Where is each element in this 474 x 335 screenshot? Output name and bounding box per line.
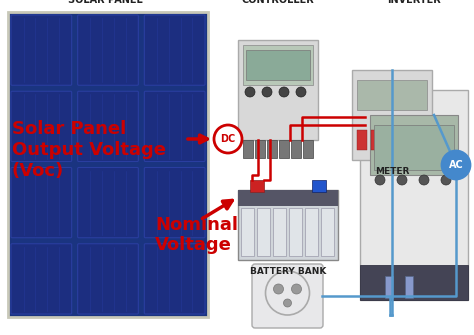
- FancyBboxPatch shape: [267, 140, 277, 158]
- FancyBboxPatch shape: [145, 91, 205, 161]
- FancyBboxPatch shape: [246, 50, 310, 80]
- FancyBboxPatch shape: [238, 190, 338, 206]
- FancyBboxPatch shape: [8, 12, 208, 317]
- Circle shape: [279, 87, 289, 97]
- Circle shape: [441, 175, 451, 185]
- FancyBboxPatch shape: [243, 140, 253, 158]
- FancyBboxPatch shape: [238, 40, 318, 140]
- FancyBboxPatch shape: [145, 168, 205, 238]
- Circle shape: [442, 151, 470, 179]
- FancyBboxPatch shape: [305, 208, 318, 256]
- Text: AC: AC: [448, 160, 464, 170]
- Circle shape: [214, 125, 242, 153]
- FancyBboxPatch shape: [252, 264, 323, 328]
- Text: Nominal
Voltage: Nominal Voltage: [155, 216, 238, 254]
- FancyBboxPatch shape: [312, 180, 326, 192]
- Text: Solar Panel
Output Voltage
(Voc): Solar Panel Output Voltage (Voc): [12, 120, 166, 180]
- Circle shape: [419, 175, 429, 185]
- FancyBboxPatch shape: [273, 208, 286, 256]
- FancyBboxPatch shape: [399, 130, 409, 150]
- FancyBboxPatch shape: [257, 208, 270, 256]
- FancyBboxPatch shape: [405, 276, 413, 298]
- FancyBboxPatch shape: [11, 168, 72, 238]
- FancyBboxPatch shape: [78, 168, 138, 238]
- FancyBboxPatch shape: [360, 90, 468, 300]
- Text: METER: METER: [375, 167, 409, 176]
- Circle shape: [292, 284, 301, 294]
- Circle shape: [296, 87, 306, 97]
- FancyBboxPatch shape: [11, 244, 72, 314]
- FancyBboxPatch shape: [250, 180, 264, 192]
- FancyBboxPatch shape: [352, 70, 432, 160]
- FancyBboxPatch shape: [145, 244, 205, 314]
- FancyBboxPatch shape: [255, 140, 265, 158]
- FancyBboxPatch shape: [385, 130, 395, 150]
- FancyBboxPatch shape: [11, 15, 72, 85]
- FancyBboxPatch shape: [371, 130, 381, 150]
- FancyBboxPatch shape: [291, 140, 301, 158]
- FancyBboxPatch shape: [238, 190, 338, 260]
- FancyBboxPatch shape: [78, 15, 138, 85]
- FancyBboxPatch shape: [78, 244, 138, 314]
- FancyBboxPatch shape: [357, 80, 427, 110]
- Circle shape: [375, 175, 385, 185]
- Text: BATTERY BANK: BATTERY BANK: [250, 267, 326, 276]
- Circle shape: [397, 175, 407, 185]
- FancyBboxPatch shape: [78, 91, 138, 161]
- Text: DC: DC: [220, 134, 236, 144]
- FancyBboxPatch shape: [374, 125, 454, 170]
- FancyBboxPatch shape: [279, 140, 289, 158]
- FancyBboxPatch shape: [357, 130, 367, 150]
- Text: SOLAR PANEL: SOLAR PANEL: [68, 0, 142, 5]
- FancyBboxPatch shape: [321, 208, 334, 256]
- FancyBboxPatch shape: [370, 115, 458, 175]
- FancyBboxPatch shape: [145, 15, 205, 85]
- Circle shape: [245, 87, 255, 97]
- FancyBboxPatch shape: [289, 208, 302, 256]
- FancyBboxPatch shape: [243, 45, 313, 85]
- FancyBboxPatch shape: [241, 208, 254, 256]
- Circle shape: [283, 299, 292, 307]
- FancyBboxPatch shape: [360, 265, 468, 300]
- FancyBboxPatch shape: [413, 130, 423, 150]
- Circle shape: [262, 87, 272, 97]
- FancyBboxPatch shape: [303, 140, 313, 158]
- Text: INVERTER: INVERTER: [387, 0, 441, 5]
- FancyBboxPatch shape: [11, 91, 72, 161]
- FancyBboxPatch shape: [385, 276, 393, 298]
- Circle shape: [273, 284, 283, 294]
- Text: CONTROLLER: CONTROLLER: [242, 0, 314, 5]
